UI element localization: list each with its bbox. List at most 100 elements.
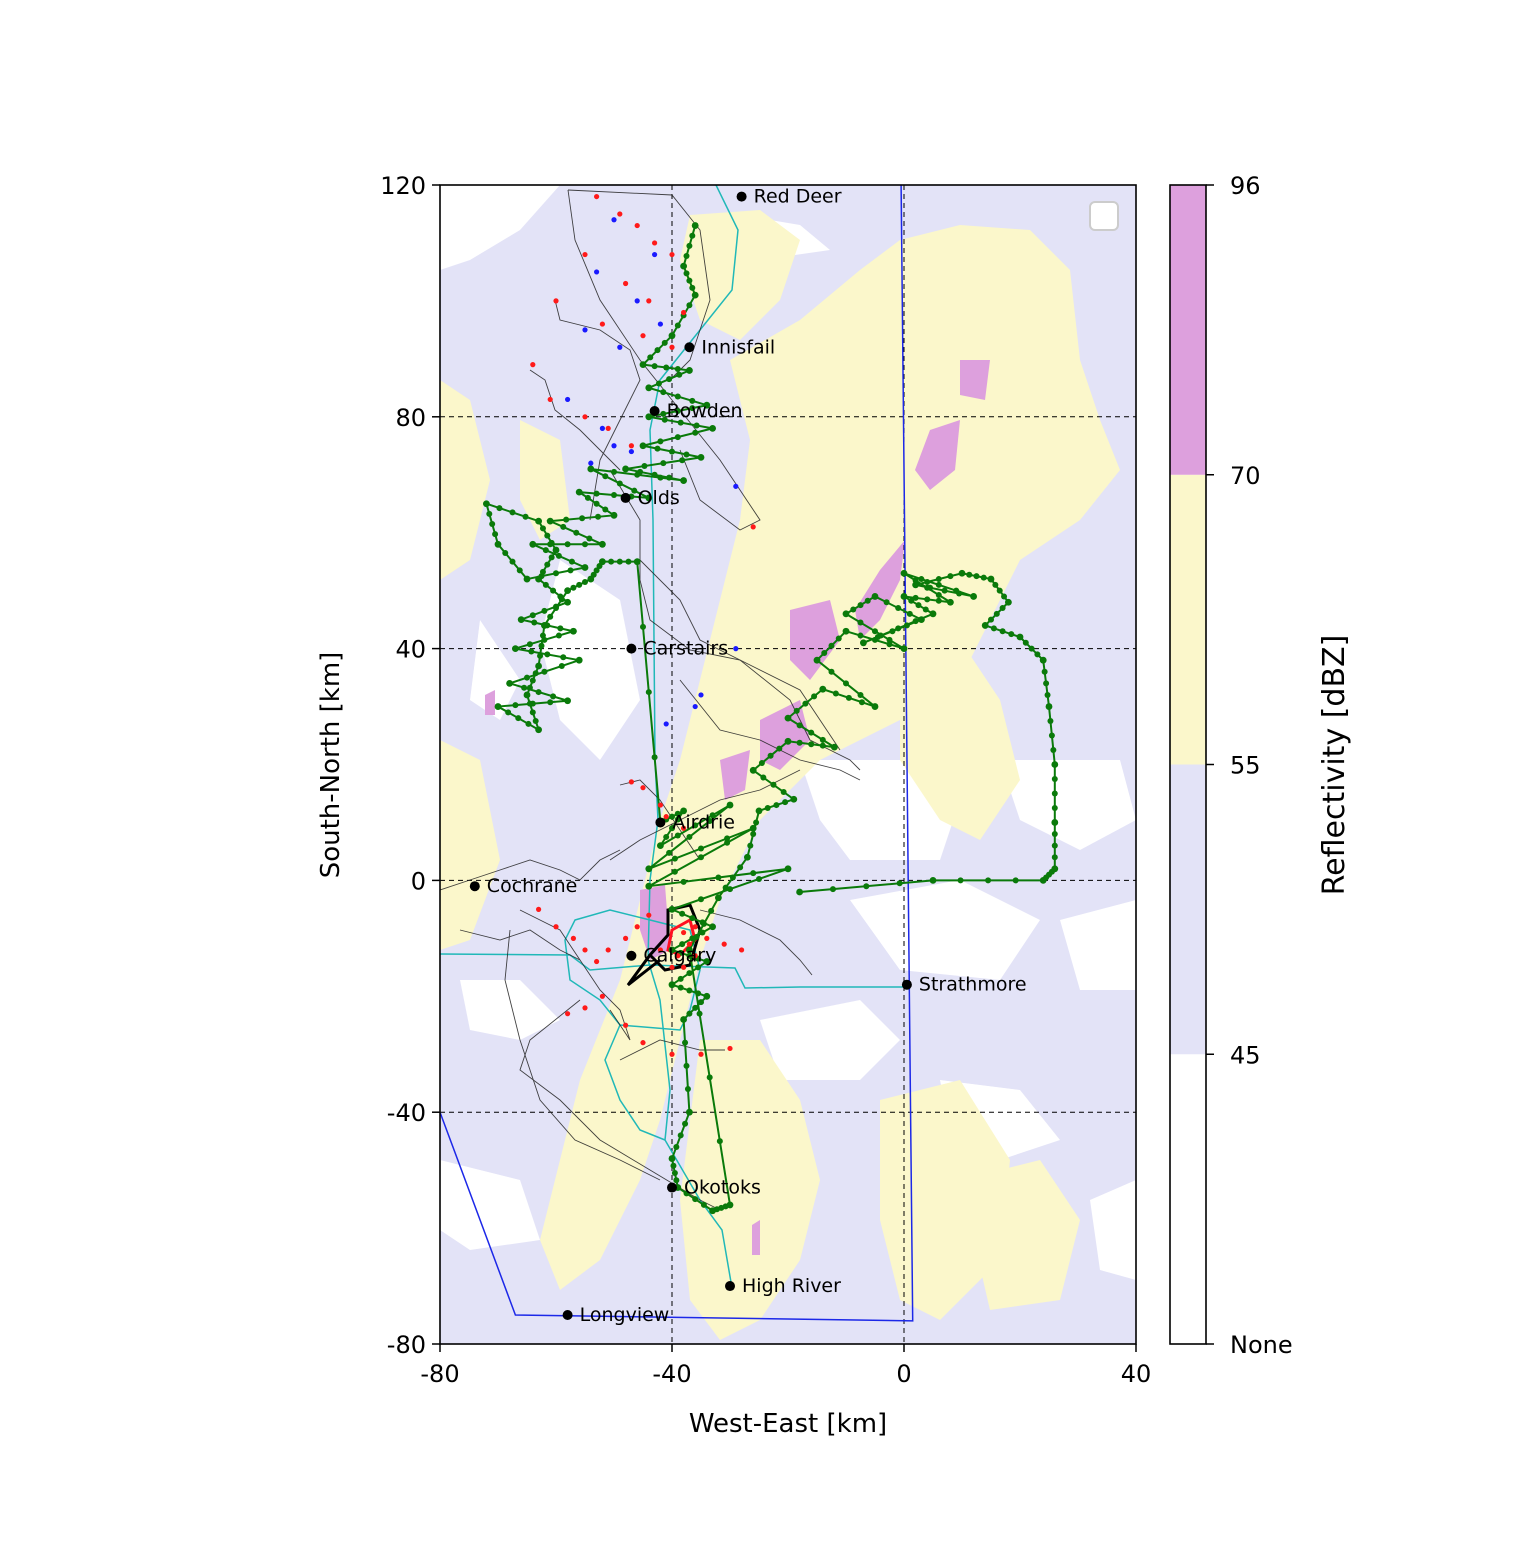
green-track-point	[655, 380, 662, 387]
y-tick-label: -80	[387, 1331, 426, 1359]
green-track-point	[570, 627, 577, 635]
green-track-point	[587, 465, 595, 473]
green-track-point	[1016, 633, 1024, 641]
green-track-point	[683, 1190, 690, 1197]
highway-2-road	[647, 185, 739, 1289]
green-track-point	[548, 554, 555, 561]
green-track-point	[663, 833, 670, 840]
green-track-point	[993, 610, 1000, 617]
green-track-point	[699, 929, 706, 936]
green-track-point	[523, 575, 531, 583]
blue-point	[611, 217, 617, 223]
green-track-point	[966, 571, 973, 578]
city-marker	[667, 1182, 677, 1193]
green-track-point	[877, 632, 884, 639]
green-track-point	[900, 593, 908, 600]
green-track-point	[661, 416, 668, 423]
green-track-point	[929, 610, 937, 618]
green-track-point	[529, 677, 536, 684]
green-track-point	[531, 619, 538, 626]
green-track-point	[625, 558, 632, 565]
green-track-point	[581, 564, 589, 571]
green-track-point	[906, 610, 913, 617]
green-track-point	[915, 602, 922, 609]
city-label: Cochrane	[487, 875, 578, 897]
red-point	[727, 1045, 733, 1052]
green-track-point	[557, 625, 564, 632]
green-track-point	[886, 636, 893, 643]
green-track-point	[686, 1010, 693, 1017]
red-point	[669, 1051, 675, 1057]
green-track-point	[845, 694, 852, 701]
colorbar-tick-label: 70	[1230, 462, 1261, 490]
green-track-point	[1051, 775, 1058, 782]
green-track-point	[547, 699, 554, 706]
red-point	[646, 912, 652, 918]
green-track-point	[539, 632, 546, 639]
green-track-point	[796, 722, 803, 729]
colorbar-band	[1170, 185, 1206, 475]
green-track-point	[582, 541, 588, 548]
green-track-point	[819, 685, 827, 693]
green-track-point	[918, 616, 925, 624]
green-track-point	[716, 1138, 723, 1145]
green-track-point	[722, 884, 729, 891]
plot-frame	[439, 184, 1137, 1345]
green-track-point	[535, 517, 542, 525]
green-track-point	[663, 364, 670, 371]
city-marker	[620, 492, 631, 503]
green-track-point	[828, 668, 835, 675]
city-label: Okotoks	[684, 1177, 761, 1199]
reflectivity-field	[440, 185, 1136, 1344]
red-point	[570, 935, 577, 941]
green-track-point	[935, 576, 942, 583]
y-tick-label: 0	[411, 867, 426, 895]
flight-track	[440, 849, 621, 891]
green-track-point	[709, 923, 716, 931]
green-track-point	[584, 494, 591, 501]
red-point	[675, 953, 681, 959]
green-track-point	[494, 540, 502, 548]
green-track-point	[821, 649, 828, 656]
green-track-point	[698, 896, 704, 903]
green-track-point	[1022, 639, 1029, 646]
green-track-point	[641, 463, 648, 470]
green-track-point	[550, 587, 557, 594]
flight-track	[567, 189, 711, 381]
green-track-point	[515, 715, 522, 722]
city-label: Airdrie	[672, 811, 735, 833]
green-track-point	[684, 1086, 691, 1093]
city-label: Bowden	[667, 400, 743, 422]
green-track-point	[1051, 761, 1059, 768]
green-track-point	[683, 252, 690, 259]
green-track-point	[886, 641, 893, 648]
green-track-point	[506, 679, 513, 687]
green-track-point	[539, 568, 546, 575]
green-track-point	[616, 480, 623, 487]
green-track-point	[842, 610, 850, 618]
red-point	[599, 321, 606, 327]
green-track-point	[764, 804, 771, 811]
highway-22-road	[604, 1024, 666, 1141]
green-track-point	[1043, 680, 1050, 687]
green-track-point	[639, 442, 647, 450]
green-track-point	[568, 558, 575, 565]
green-track-point	[668, 981, 676, 989]
green-track-point	[686, 946, 693, 954]
green-track-point	[651, 363, 658, 370]
green-track-point	[691, 291, 699, 299]
green-track-point	[669, 448, 675, 455]
red-point	[530, 362, 536, 368]
red-point	[698, 1051, 704, 1057]
green-track-point	[756, 875, 762, 882]
green-track-point	[726, 801, 734, 809]
red-point	[623, 280, 629, 287]
green-track-point	[780, 789, 787, 796]
city-marker	[655, 817, 666, 828]
green-track-point	[700, 920, 707, 927]
green-track-point	[1039, 656, 1047, 664]
green-track-point	[1051, 804, 1058, 811]
green-track-point	[935, 581, 942, 588]
green-track-point	[1001, 593, 1008, 600]
green-track-point	[1051, 854, 1058, 861]
